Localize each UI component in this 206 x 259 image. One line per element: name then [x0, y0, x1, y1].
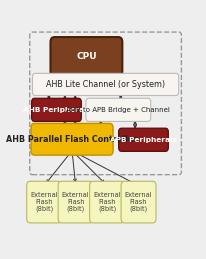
FancyBboxPatch shape — [58, 181, 93, 223]
Text: AHB Peripherals: AHB Peripherals — [22, 107, 90, 113]
FancyBboxPatch shape — [86, 98, 151, 121]
Text: AHB Parallel Flash Controller: AHB Parallel Flash Controller — [6, 135, 138, 144]
Text: AHB Lite Channel (or System): AHB Lite Channel (or System) — [46, 80, 165, 89]
Text: External
Flash
(8bit): External Flash (8bit) — [62, 192, 89, 212]
Text: AHB to APB Bridge + Channel: AHB to APB Bridge + Channel — [66, 107, 170, 113]
FancyBboxPatch shape — [90, 181, 125, 223]
FancyBboxPatch shape — [32, 98, 81, 121]
Text: External
Flash
(8bit): External Flash (8bit) — [93, 192, 121, 212]
FancyBboxPatch shape — [33, 73, 179, 96]
FancyBboxPatch shape — [121, 181, 156, 223]
FancyBboxPatch shape — [50, 37, 122, 76]
FancyBboxPatch shape — [119, 128, 168, 151]
Text: APB Peripherals: APB Peripherals — [110, 137, 177, 143]
Text: External
Flash
(8bit): External Flash (8bit) — [125, 192, 152, 212]
Text: External
Flash
(8bit): External Flash (8bit) — [30, 192, 58, 212]
FancyBboxPatch shape — [27, 181, 62, 223]
FancyBboxPatch shape — [31, 124, 113, 155]
Text: CPU: CPU — [76, 52, 97, 61]
